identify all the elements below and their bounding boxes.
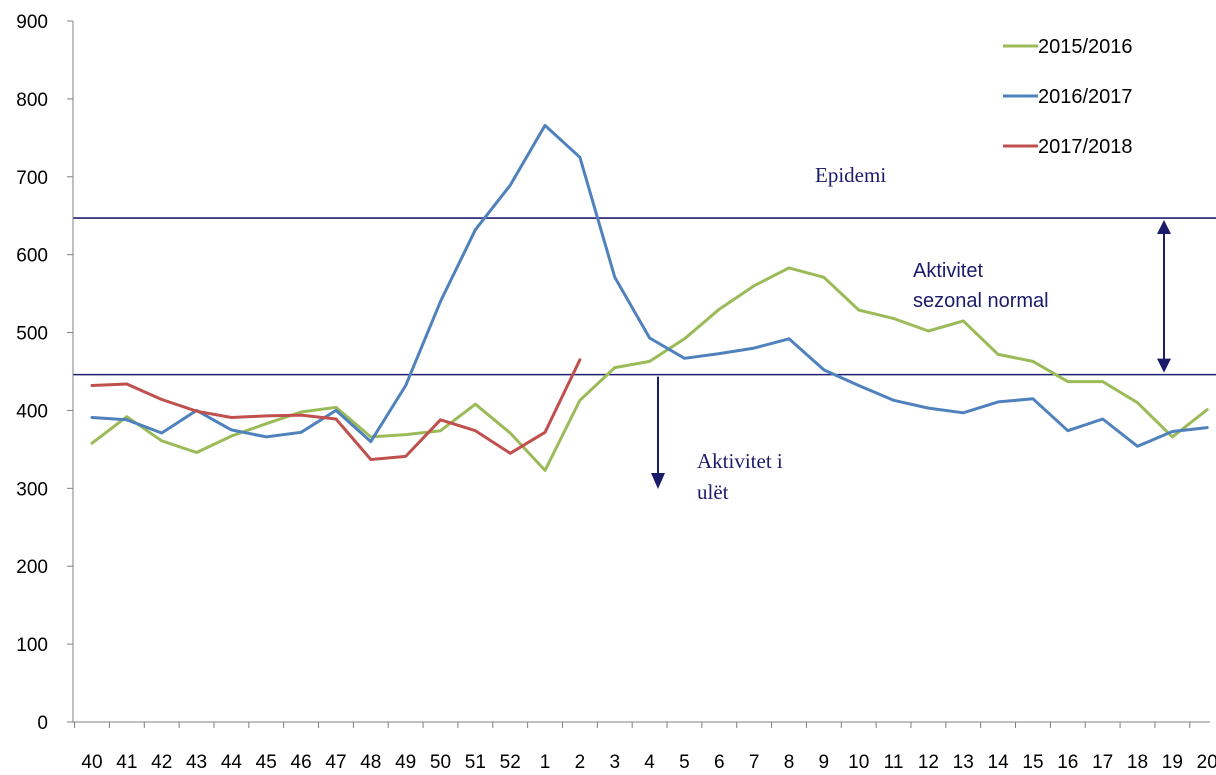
series-line-2015-2016 bbox=[90, 266, 1209, 472]
low-activity-arrow-head bbox=[651, 473, 665, 489]
legend-label-2015-2016: 2015/2016 bbox=[1038, 36, 1133, 58]
y-tick-label: 0 bbox=[37, 713, 48, 734]
x-tick-label: 49 bbox=[395, 752, 416, 773]
series-line-2017-2018 bbox=[90, 358, 582, 461]
y-tick-label: 800 bbox=[16, 90, 48, 111]
x-tick-label: 47 bbox=[325, 752, 346, 773]
annotations: Epidemi Aktivitet sezonal normal Aktivit… bbox=[697, 163, 1049, 504]
x-tick-label: 20 bbox=[1197, 752, 1216, 773]
x-tick-label: 15 bbox=[1022, 752, 1043, 773]
x-tick-label: 1 bbox=[540, 752, 551, 773]
annotation-epidemic: Epidemi bbox=[815, 163, 886, 187]
x-tick-label: 45 bbox=[256, 752, 277, 773]
x-tick-label: 8 bbox=[784, 752, 795, 773]
x-tick-label: 42 bbox=[151, 752, 172, 773]
y-tick-label: 500 bbox=[16, 324, 48, 345]
x-tick-label: 52 bbox=[500, 752, 521, 773]
y-tick-label: 900 bbox=[16, 12, 48, 33]
x-tick-label: 7 bbox=[749, 752, 760, 773]
annotation-normal-line2: sezonal normal bbox=[913, 290, 1049, 312]
x-tick-label: 41 bbox=[116, 752, 137, 773]
arrows bbox=[651, 220, 1171, 489]
annotation-low-line2: ulët bbox=[697, 480, 729, 504]
y-tick-label: 400 bbox=[16, 401, 48, 422]
x-tick-label: 16 bbox=[1057, 752, 1078, 773]
series-line-2016-2017 bbox=[90, 123, 1209, 448]
y-tick-label: 600 bbox=[16, 246, 48, 267]
y-tick-label: 200 bbox=[16, 557, 48, 578]
y-tick-label: 100 bbox=[16, 635, 48, 656]
x-tick-label: 13 bbox=[953, 752, 974, 773]
x-tick-label: 18 bbox=[1127, 752, 1148, 773]
x-tick-label: 3 bbox=[609, 752, 620, 773]
threshold-lines bbox=[73, 217, 1216, 376]
x-tick-label: 9 bbox=[819, 752, 830, 773]
x-tick-label: 46 bbox=[291, 752, 312, 773]
x-tick-label: 6 bbox=[714, 752, 725, 773]
x-tick-label: 14 bbox=[988, 752, 1010, 773]
y-tick-label: 300 bbox=[16, 479, 48, 500]
x-tick-label: 40 bbox=[81, 752, 102, 773]
x-tick-label: 10 bbox=[848, 752, 869, 773]
annotation-normal-line1: Aktivitet bbox=[913, 260, 983, 282]
x-tick-label: 17 bbox=[1092, 752, 1113, 773]
series-lines bbox=[90, 123, 1209, 472]
x-tick-label: 11 bbox=[884, 752, 904, 773]
normal-range-arrow-head-up bbox=[1157, 220, 1171, 235]
x-tick-label: 44 bbox=[221, 752, 243, 773]
legend: 2015/2016 2016/2017 2017/2018 bbox=[1003, 36, 1133, 158]
normal-range-arrow-head-down bbox=[1157, 358, 1171, 373]
legend-label-2016-2017: 2016/2017 bbox=[1038, 86, 1133, 108]
x-tick-label: 2 bbox=[575, 752, 586, 773]
x-tick-label: 48 bbox=[360, 752, 381, 773]
legend-label-2017-2018: 2017/2018 bbox=[1038, 136, 1133, 158]
x-tick-label: 43 bbox=[186, 752, 207, 773]
x-tick-label: 12 bbox=[918, 752, 939, 773]
x-tick-label: 5 bbox=[679, 752, 690, 773]
x-tick-label: 50 bbox=[430, 752, 451, 773]
x-tick-label: 4 bbox=[644, 752, 655, 773]
x-tick-label: 51 bbox=[465, 752, 486, 773]
y-tick-label: 700 bbox=[16, 168, 48, 189]
annotation-low-line1: Aktivitet i bbox=[697, 449, 783, 473]
x-tick-label: 19 bbox=[1162, 752, 1183, 773]
